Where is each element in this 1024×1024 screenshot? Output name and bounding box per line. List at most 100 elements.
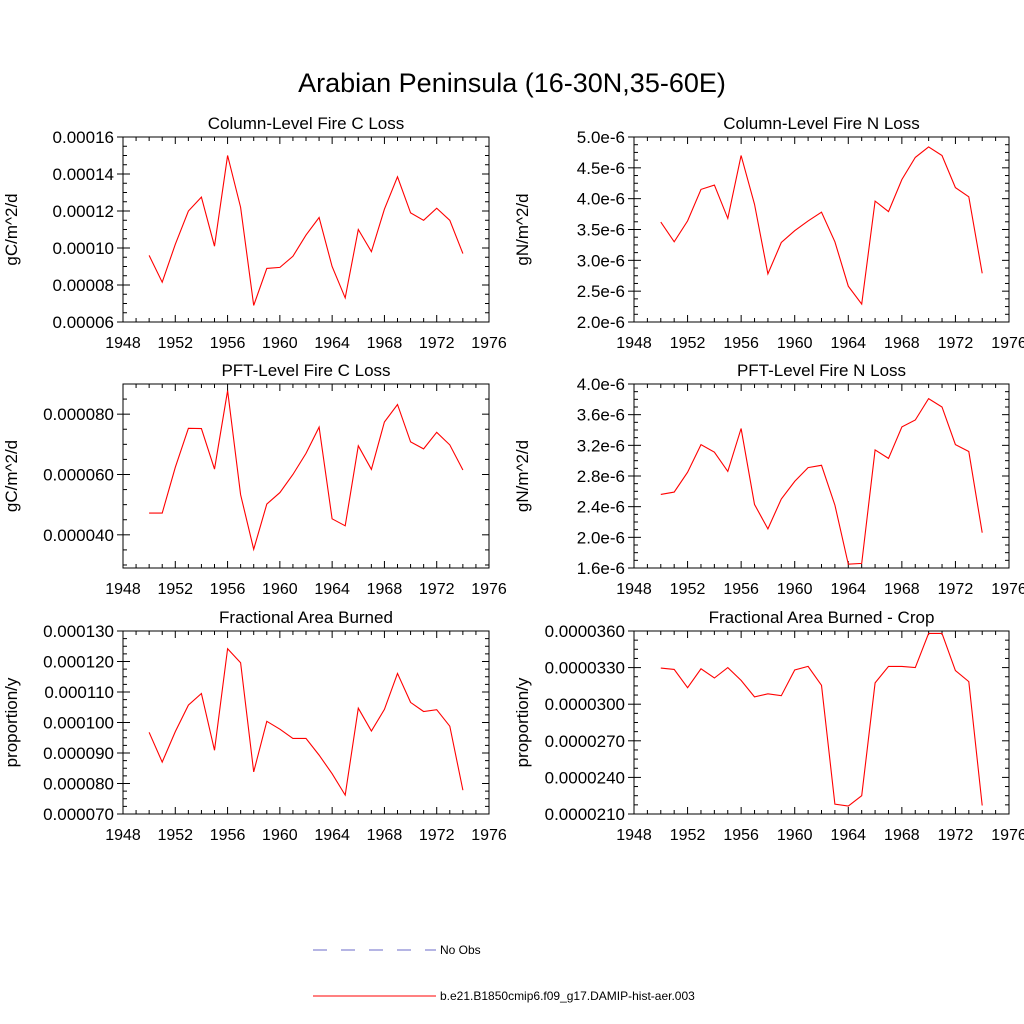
- x-tick-label: 1964: [830, 827, 866, 844]
- chart-panel-2: 1948 1952 1956 1960 1964 1968 1972 1976 2.0e-6 2.…: [513, 114, 1024, 352]
- x-tick-label: 1968: [884, 827, 920, 844]
- y-tick-label: 0.0000210: [545, 805, 625, 824]
- x-tick-label: 1976: [471, 581, 507, 598]
- x-tick-label: 1964: [314, 827, 350, 844]
- series-line: [148, 155, 464, 306]
- plot-frame: [633, 383, 1010, 569]
- x-tick-label: 1952: [157, 827, 193, 844]
- y-axis-label: proportion/y: [513, 677, 532, 767]
- x-tick-label: 1976: [991, 581, 1024, 598]
- y-tick-label: 0.000070: [43, 805, 114, 824]
- y-tick-label: 1.6e-6: [577, 559, 625, 578]
- y-tick-label: 0.000040: [43, 526, 114, 545]
- y-tick-label: 3.2e-6: [577, 436, 625, 455]
- x-tick-label: 1976: [991, 335, 1024, 352]
- x-tick-label: 1960: [262, 335, 298, 352]
- y-tick-label: 4.0e-6: [577, 190, 625, 209]
- x-tick-label: 1976: [991, 827, 1024, 844]
- legend-obs-label: No Obs: [440, 943, 481, 957]
- x-tick-label: 1956: [210, 827, 246, 844]
- y-tick-label: 0.00016: [53, 128, 114, 147]
- x-tick-label: 1968: [884, 335, 920, 352]
- x-tick-label: 1964: [314, 335, 350, 352]
- y-tick-label: 0.0000240: [545, 768, 625, 787]
- x-tick-label: 1968: [367, 581, 403, 598]
- y-tick-label: 0.000080: [43, 775, 114, 794]
- panel-title: Fractional Area Burned: [219, 608, 393, 627]
- y-tick-label: 0.000130: [43, 622, 114, 641]
- series-line: [660, 146, 983, 306]
- x-tick-label: 1964: [830, 581, 866, 598]
- y-tick-label: 2.0e-6: [577, 528, 625, 547]
- y-tick-label: 0.000100: [43, 714, 114, 733]
- chart-panel-5: 1948 1952 1956 1960 1964 1968 1972 1976 0.000070…: [2, 608, 507, 844]
- y-axis-label: gN/m^2/d: [513, 440, 532, 512]
- x-tick-label: 1972: [419, 581, 455, 598]
- y-tick-label: 2.8e-6: [577, 467, 625, 486]
- y-tick-label: 3.0e-6: [577, 251, 625, 270]
- x-tick-label: 1948: [105, 335, 141, 352]
- y-tick-label: 0.0000330: [545, 659, 625, 678]
- x-tick-label: 1960: [262, 827, 298, 844]
- y-tick-label: 0.000090: [43, 744, 114, 763]
- plot-frame: [122, 136, 490, 323]
- panel-title: Fractional Area Burned - Crop: [709, 608, 935, 627]
- x-tick-label: 1952: [670, 827, 706, 844]
- y-tick-label: 2.0e-6: [577, 313, 625, 332]
- x-tick-label: 1972: [938, 335, 974, 352]
- chart-panel-4: 1948 1952 1956 1960 1964 1968 1972 1976 1.6e-6 2.…: [513, 361, 1024, 598]
- x-tick-label: 1976: [471, 827, 507, 844]
- y-axis-label: proportion/y: [2, 677, 21, 767]
- series-line: [148, 647, 464, 797]
- y-tick-label: 4.0e-6: [577, 375, 625, 394]
- x-tick-label: 1948: [616, 581, 652, 598]
- panel-title: PFT-Level Fire N Loss: [737, 361, 906, 380]
- y-tick-label: 5.0e-6: [577, 128, 625, 147]
- panel-title: PFT-Level Fire C Loss: [221, 361, 390, 380]
- x-tick-label: 1948: [105, 581, 141, 598]
- figure-title: Arabian Peninsula (16-30N,35-60E): [298, 68, 726, 98]
- y-tick-label: 0.000110: [44, 683, 114, 702]
- y-tick-label: 0.0000300: [545, 695, 625, 714]
- x-tick-label: 1960: [777, 335, 813, 352]
- y-tick-label: 4.5e-6: [577, 159, 625, 178]
- x-tick-label: 1952: [670, 335, 706, 352]
- x-tick-label: 1968: [367, 335, 403, 352]
- plot-frame: [633, 630, 1010, 815]
- legend: No Obs b.e21.B1850cmip6.f09_g17.DAMIP-hi…: [313, 943, 695, 1003]
- y-tick-label: 2.5e-6: [577, 282, 625, 301]
- x-tick-label: 1952: [157, 581, 193, 598]
- x-tick-label: 1968: [367, 827, 403, 844]
- x-tick-label: 1956: [210, 335, 246, 352]
- plot-frame: [122, 383, 490, 569]
- x-tick-label: 1956: [210, 581, 246, 598]
- x-tick-label: 1964: [314, 581, 350, 598]
- x-tick-label: 1968: [884, 581, 920, 598]
- x-tick-label: 1964: [830, 335, 866, 352]
- panel-title: Column-Level Fire N Loss: [723, 114, 920, 133]
- x-tick-label: 1972: [938, 581, 974, 598]
- series-line: [660, 632, 983, 807]
- x-tick-label: 1952: [157, 335, 193, 352]
- x-tick-label: 1976: [471, 335, 507, 352]
- y-tick-label: 2.4e-6: [577, 498, 625, 517]
- chart-panel-1: 1948 1952 1956 1960 1964 1968 1972 1976 0.00006 0…: [2, 114, 507, 352]
- plot-frame: [122, 630, 490, 815]
- x-tick-label: 1948: [616, 335, 652, 352]
- y-tick-label: 0.00006: [53, 313, 114, 332]
- x-tick-label: 1972: [419, 335, 455, 352]
- y-axis-label: gC/m^2/d: [2, 440, 21, 512]
- series-line: [660, 397, 983, 565]
- x-tick-label: 1960: [777, 581, 813, 598]
- x-tick-label: 1948: [105, 827, 141, 844]
- x-tick-label: 1952: [670, 581, 706, 598]
- legend-model-label: b.e21.B1850cmip6.f09_g17.DAMIP-hist-aer.…: [440, 989, 695, 1003]
- y-tick-label: 0.00010: [53, 239, 114, 258]
- y-tick-label: 0.0000360: [545, 622, 625, 641]
- chart-panels: 1948 1952 1956 1960 1964 1968 1972 1976 0.00006 0…: [2, 114, 1024, 844]
- chart-panel-6: 1948 1952 1956 1960 1964 1968 1972 1976 0.000021…: [513, 608, 1024, 844]
- chart-panel-3: 1948 1952 1956 1960 1964 1968 1972 1976 0.000040…: [2, 361, 507, 598]
- panel-title: Column-Level Fire C Loss: [208, 114, 405, 133]
- plot-frame: [633, 136, 1010, 323]
